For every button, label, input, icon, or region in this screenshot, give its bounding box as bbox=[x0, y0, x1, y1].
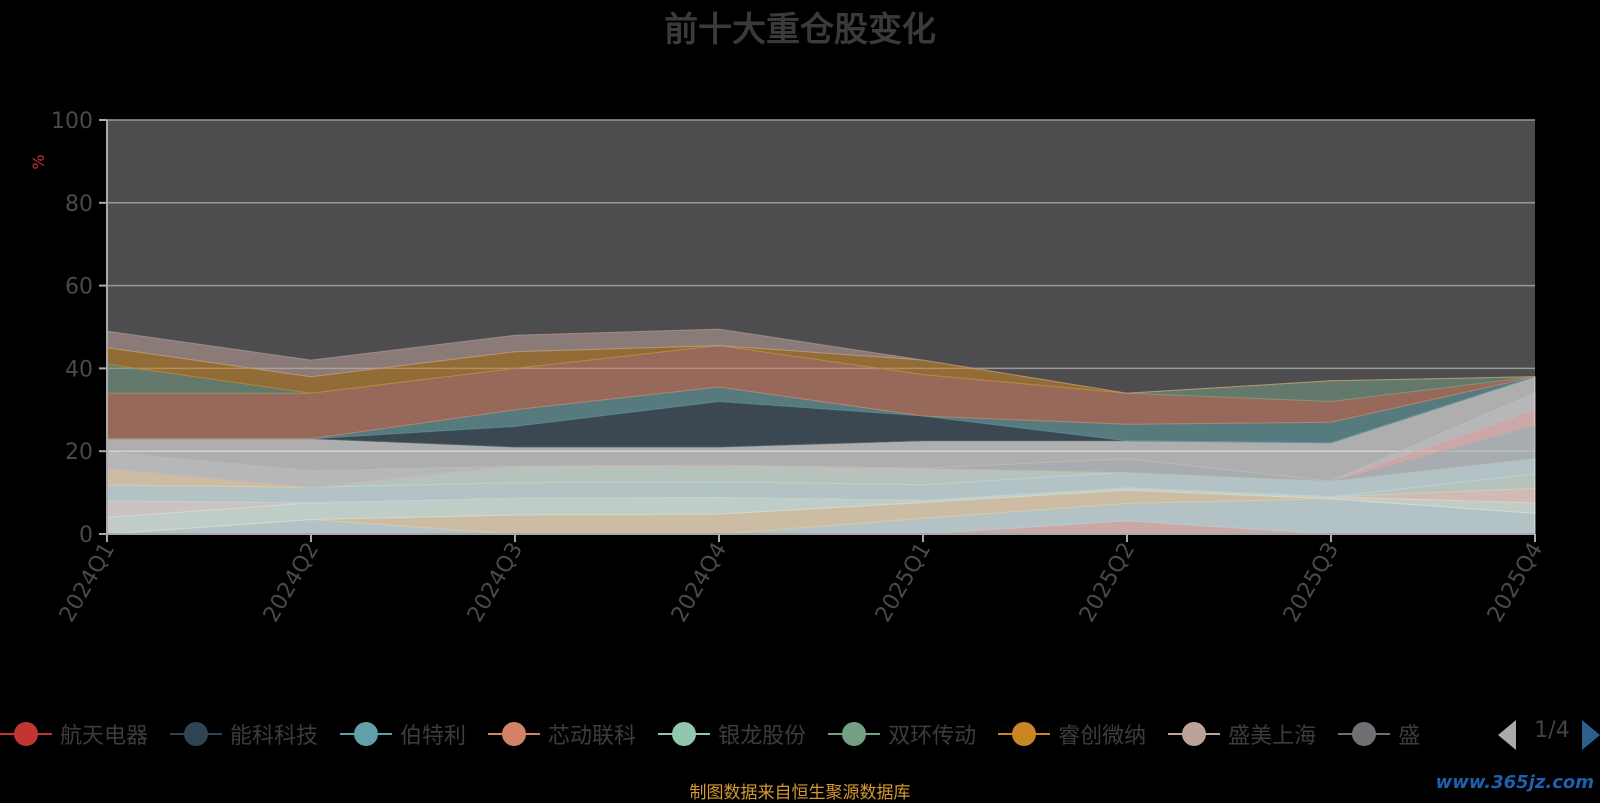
legend-marker-icon bbox=[170, 722, 223, 746]
x-tick-label: 2025Q2 bbox=[1075, 539, 1140, 627]
y-tick-label: 100 bbox=[51, 109, 93, 134]
legend-label: 能科科技 bbox=[230, 724, 319, 749]
x-tick-label: 2025Q1 bbox=[871, 539, 936, 627]
x-tick-label: 2024Q3 bbox=[463, 539, 528, 627]
legend-label: 盛美上海 bbox=[1228, 724, 1317, 749]
watermark: www.365jz.com bbox=[1435, 772, 1594, 793]
area-stack2-layer7 bbox=[106, 328, 1536, 394]
y-tick-label: 80 bbox=[65, 192, 93, 217]
x-tick-label: 2024Q4 bbox=[667, 539, 732, 627]
legend-item[interactable]: 航天电器 bbox=[0, 712, 148, 756]
x-tick-label: 2025Q4 bbox=[1483, 539, 1548, 627]
pager-prev-icon[interactable] bbox=[1498, 720, 1516, 750]
y-tick-label: 20 bbox=[65, 440, 93, 465]
legend-item[interactable]: 银龙股份 bbox=[658, 712, 806, 756]
legend-label: 伯特利 bbox=[400, 724, 467, 749]
legend-label: 双环传动 bbox=[888, 724, 977, 749]
legend-marker-icon bbox=[1168, 722, 1221, 746]
legend-label: 芯动联科 bbox=[548, 724, 637, 749]
legend-pager: 1/4 bbox=[1490, 716, 1600, 752]
legend-label: 盛 bbox=[1398, 724, 1421, 749]
legend-item[interactable]: 睿创微纳 bbox=[998, 712, 1146, 756]
legend-label: 睿创微纳 bbox=[1058, 724, 1147, 749]
legend: 航天电器 能科科技 伯特利 芯动联科 银龙股份 双环传动 睿创微纳 盛美上海 盛 bbox=[0, 712, 1482, 756]
legend-marker-icon bbox=[488, 722, 541, 746]
pager-next-icon[interactable] bbox=[1582, 720, 1600, 750]
legend-marker-icon bbox=[828, 722, 881, 746]
legend-label: 银龙股份 bbox=[718, 724, 807, 749]
legend-item[interactable]: 双环传动 bbox=[828, 712, 976, 756]
legend-label: 航天电器 bbox=[60, 724, 149, 749]
legend-marker-icon bbox=[1338, 722, 1391, 746]
legend-item[interactable]: 芯动联科 bbox=[488, 712, 636, 756]
legend-marker-icon bbox=[0, 722, 52, 746]
legend-item[interactable]: 伯特利 bbox=[340, 712, 466, 756]
x-tick-label: 2025Q3 bbox=[1279, 539, 1344, 627]
pager-page-indicator: 1/4 bbox=[1534, 718, 1570, 743]
y-axis-unit: % bbox=[29, 154, 48, 169]
y-tick-label: 40 bbox=[65, 357, 93, 382]
legend-item[interactable]: 能科科技 bbox=[170, 712, 318, 756]
legend-item[interactable]: 盛美上海 bbox=[1168, 712, 1316, 756]
chart-title: 前十大重仓股变化 bbox=[664, 10, 936, 50]
y-tick-label: 60 bbox=[65, 275, 93, 300]
y-tick-label: 0 bbox=[79, 523, 93, 548]
source-note: 制图数据来自恒生聚源数据库 bbox=[689, 783, 911, 803]
legend-marker-icon bbox=[658, 722, 711, 746]
legend-item[interactable]: 盛 bbox=[1338, 712, 1420, 756]
x-tick-label: 2024Q2 bbox=[259, 539, 324, 627]
legend-marker-icon bbox=[998, 722, 1051, 746]
legend-marker-icon bbox=[340, 722, 393, 746]
x-tick-label: 2024Q1 bbox=[55, 539, 120, 627]
